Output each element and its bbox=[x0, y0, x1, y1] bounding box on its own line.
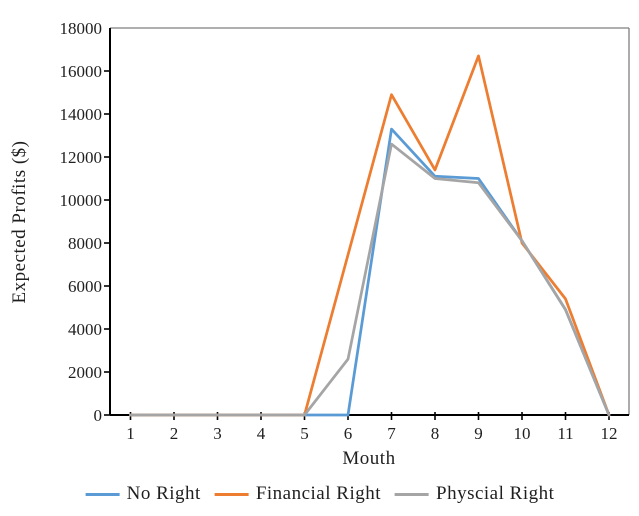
legend-label: Physcial Right bbox=[436, 483, 555, 504]
legend-item-no-right: No Right bbox=[85, 483, 201, 505]
y-tick-label: 10000 bbox=[60, 191, 103, 210]
legend-item-financial-right: Financial Right bbox=[214, 483, 382, 505]
x-tick-label: 2 bbox=[170, 424, 179, 443]
y-tick-label: 18000 bbox=[60, 19, 103, 38]
y-tick-label: 14000 bbox=[60, 105, 103, 124]
x-axis-title: Mouth bbox=[342, 448, 396, 469]
x-tick-label: 5 bbox=[300, 424, 309, 443]
y-axis-title: Expected Profits ($) bbox=[9, 140, 30, 304]
y-tick-label: 12000 bbox=[60, 148, 103, 167]
series-line-physcial-right bbox=[129, 142, 611, 417]
legend-label: Financial Right bbox=[255, 483, 382, 504]
x-tick-label: 8 bbox=[431, 424, 440, 443]
y-tick-label: 8000 bbox=[68, 234, 102, 253]
x-tick-label: 4 bbox=[257, 424, 266, 443]
y-tick-label: 4000 bbox=[68, 320, 102, 339]
legend-item-physcial-right: Physcial Right bbox=[395, 483, 554, 505]
x-tick-label: 12 bbox=[601, 424, 618, 443]
chart-legend: No Right Financial Right Physcial Right bbox=[85, 483, 555, 505]
x-tick-label: 11 bbox=[557, 424, 573, 443]
y-tick-label: 6000 bbox=[68, 277, 102, 296]
x-tick-label: 10 bbox=[514, 424, 531, 443]
legend-line-swatch bbox=[214, 492, 249, 496]
x-tick-label: 6 bbox=[344, 424, 353, 443]
series-line-financial-right bbox=[129, 54, 611, 417]
x-tick-label: 1 bbox=[126, 424, 135, 443]
x-tick-label: 7 bbox=[387, 424, 396, 443]
legend-line-swatch bbox=[395, 492, 430, 496]
x-tick-label: 3 bbox=[213, 424, 222, 443]
legend-line-swatch bbox=[85, 492, 120, 496]
x-tick-label: 9 bbox=[474, 424, 483, 443]
legend-label: No Right bbox=[126, 483, 201, 504]
y-tick-label: 0 bbox=[94, 406, 103, 425]
y-tick-label: 16000 bbox=[60, 62, 103, 81]
y-tick-label: 2000 bbox=[68, 363, 102, 382]
